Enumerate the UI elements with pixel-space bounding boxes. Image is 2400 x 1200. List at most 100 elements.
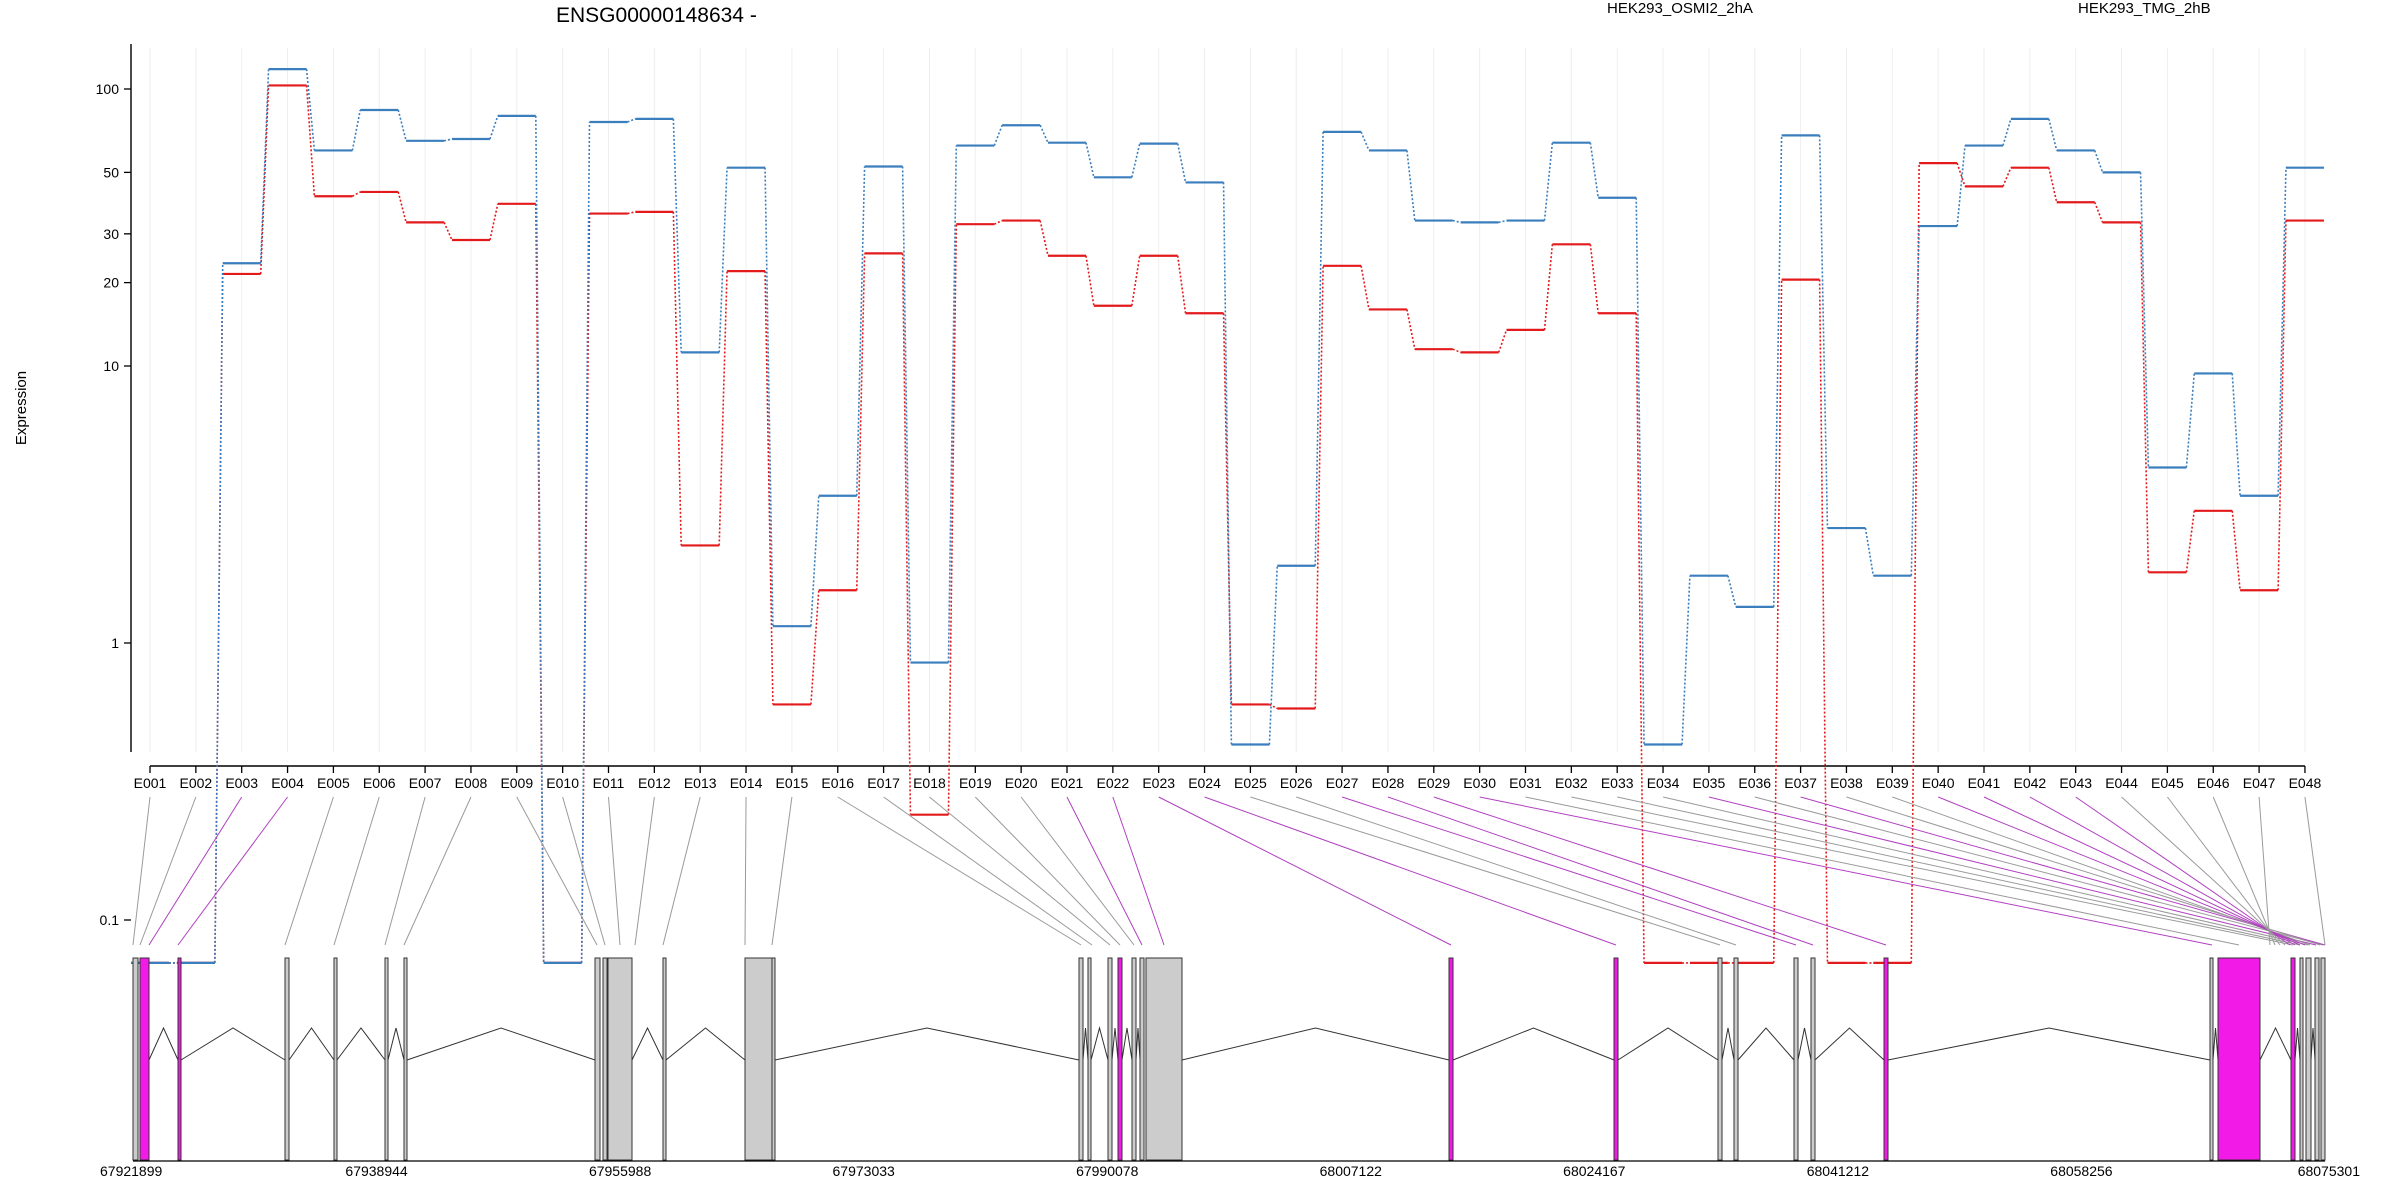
exon-connector-e029 bbox=[1433, 796, 1887, 946]
series-connector bbox=[2277, 167, 2287, 496]
exon-connector-e023 bbox=[1158, 796, 1452, 946]
y-tick-label: 10 bbox=[103, 358, 119, 374]
series-connector bbox=[764, 167, 774, 627]
exon-block bbox=[403, 957, 408, 1161]
x-tick-label-e039: E039 bbox=[1876, 775, 1909, 791]
exon-block bbox=[1107, 957, 1113, 1161]
series-connector bbox=[627, 118, 636, 123]
intron-line bbox=[1721, 1027, 1735, 1061]
x-tick-label-e045: E045 bbox=[2151, 775, 2184, 791]
exon-connector-e018 bbox=[929, 796, 1111, 946]
series-connector bbox=[1818, 279, 1829, 963]
intron-line bbox=[1887, 1027, 2211, 1061]
series-connector bbox=[1269, 703, 1278, 710]
exon-block bbox=[607, 957, 633, 1161]
y-axis-label: Expression bbox=[13, 371, 30, 445]
x-tick-label-e012: E012 bbox=[638, 775, 671, 791]
exon-connector-e027 bbox=[1341, 796, 1797, 946]
exon-block bbox=[139, 957, 150, 1161]
intron-line bbox=[1737, 1027, 1795, 1061]
y-tick-label: 20 bbox=[103, 275, 119, 291]
x-tick-label-e013: E013 bbox=[684, 775, 717, 791]
exon-block bbox=[1087, 957, 1092, 1161]
intron-line bbox=[2294, 1027, 2301, 1061]
series-connector bbox=[1635, 197, 1645, 745]
x-tick-label-e036: E036 bbox=[1738, 775, 1771, 791]
series-connector bbox=[1772, 135, 1783, 607]
series-connector bbox=[1497, 329, 1508, 353]
exon-connector-e014 bbox=[744, 796, 747, 946]
exon-connector-e035 bbox=[1708, 796, 2317, 946]
exon-connector-e007 bbox=[384, 796, 426, 946]
exon-connector-e028 bbox=[1387, 796, 1814, 946]
exon-connector-e033 bbox=[1617, 796, 2301, 946]
coordinate-label: 68058256 bbox=[2050, 1163, 2113, 1179]
series-connector bbox=[1406, 150, 1416, 221]
x-tick-label-e017: E017 bbox=[867, 775, 900, 791]
x-tick-label-e015: E015 bbox=[776, 775, 809, 791]
x-tick-label-e022: E022 bbox=[1096, 775, 1129, 791]
series-connector bbox=[1131, 255, 1141, 306]
exon-connector-e003 bbox=[148, 796, 243, 946]
intron-line bbox=[2212, 1027, 2219, 1061]
exon-connector-e015 bbox=[771, 796, 793, 946]
exon-connector-e024 bbox=[1204, 796, 1617, 946]
exon-connector-e020 bbox=[1020, 796, 1135, 946]
exon-block bbox=[594, 957, 601, 1161]
exon-connector-e004 bbox=[177, 796, 288, 946]
intron-line bbox=[1452, 1027, 1615, 1061]
exon-block bbox=[1810, 957, 1816, 1161]
series-connector bbox=[855, 253, 866, 591]
chart-title: ENSG00000148634 - bbox=[556, 4, 757, 27]
exon-block bbox=[333, 957, 338, 1161]
intron-line bbox=[288, 1027, 335, 1061]
exon-connector-e039 bbox=[1892, 796, 2311, 946]
series-connector bbox=[2048, 167, 2058, 203]
exon-block bbox=[602, 957, 608, 1161]
series-connector bbox=[489, 203, 499, 241]
y-tick-label: 50 bbox=[103, 164, 119, 180]
exon-block bbox=[2305, 957, 2312, 1161]
series-connector bbox=[1360, 265, 1370, 310]
exon-connector-e044 bbox=[2121, 796, 2286, 946]
x-tick-label-e035: E035 bbox=[1693, 775, 1726, 791]
series-connector bbox=[1039, 124, 1049, 144]
series-connector bbox=[1268, 565, 1279, 745]
x-tick-label-e006: E006 bbox=[363, 775, 396, 791]
x-tick-label-e026: E026 bbox=[1280, 775, 1313, 791]
exon-connector-e041 bbox=[1983, 796, 2301, 946]
coordinate-label: 68075301 bbox=[2298, 1163, 2361, 1179]
exon-block bbox=[771, 957, 776, 1161]
series-connector bbox=[2002, 118, 2012, 146]
exon-connector-e040 bbox=[1937, 796, 2306, 946]
exon-block bbox=[2314, 957, 2320, 1161]
series-connector bbox=[1314, 265, 1324, 709]
x-tick-label-e048: E048 bbox=[2289, 775, 2322, 791]
exon-connector-e012 bbox=[634, 796, 655, 946]
exon-block bbox=[662, 957, 667, 1161]
series-connector bbox=[397, 109, 407, 142]
exon-connector-e031 bbox=[1525, 796, 2240, 946]
series-connector bbox=[947, 145, 958, 663]
intron-line bbox=[1121, 1027, 1133, 1061]
series-connector bbox=[259, 85, 270, 274]
exon-block bbox=[2290, 957, 2296, 1161]
exon-connector-lines bbox=[132, 796, 2326, 946]
intron-line bbox=[1181, 1027, 1450, 1061]
series-connector bbox=[1498, 219, 1507, 224]
series-connector bbox=[2231, 373, 2241, 496]
x-tick-label-e014: E014 bbox=[730, 775, 763, 791]
series-connector bbox=[810, 495, 820, 627]
intron-line bbox=[1617, 1027, 1719, 1061]
series-connector bbox=[305, 85, 316, 197]
exon-block bbox=[1717, 957, 1723, 1161]
series-connector bbox=[2231, 510, 2241, 591]
x-tick-label-e011: E011 bbox=[593, 775, 625, 791]
series-connector bbox=[1360, 131, 1370, 151]
series-connector bbox=[1910, 226, 1920, 576]
exon-block bbox=[2209, 957, 2214, 1161]
series-connector bbox=[627, 211, 636, 215]
y-tick-label: 30 bbox=[103, 226, 119, 242]
exon-connector-e009 bbox=[516, 796, 598, 946]
x-tick-label-e018: E018 bbox=[913, 775, 946, 791]
